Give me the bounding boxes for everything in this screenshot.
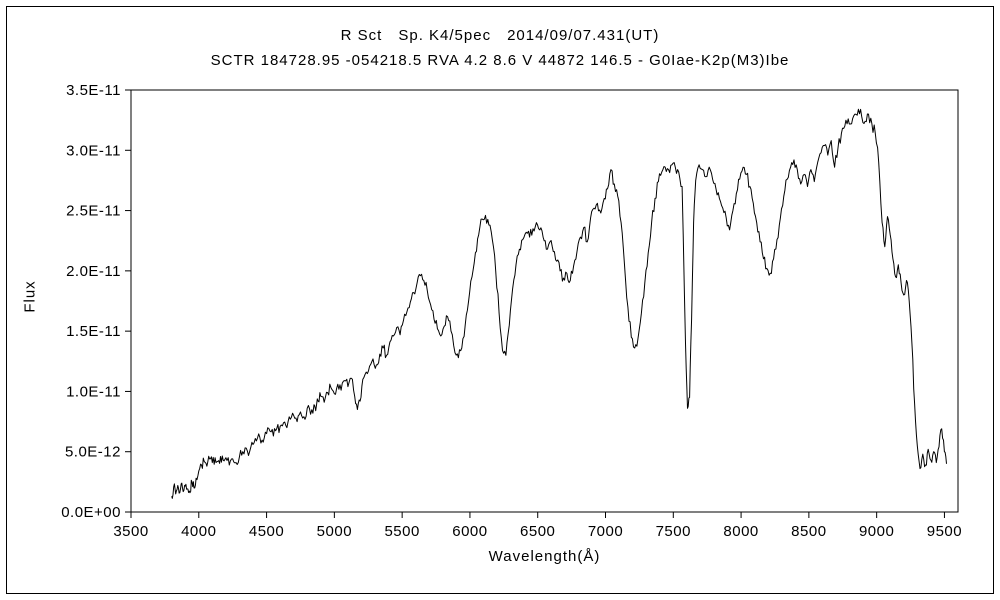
x-tick-label: 5000 (317, 523, 352, 540)
x-tick-label: 8500 (791, 523, 826, 540)
plot-box (130, 89, 959, 513)
y-tick-label: 0.0E+00 (61, 504, 121, 521)
x-tick-label: 5500 (384, 523, 419, 540)
y-tick-label: 3.0E-11 (66, 142, 121, 159)
x-tick-label: 3500 (113, 523, 148, 540)
chart-title: R Sct Sp. K4/5pec 2014/09/07.431(UT) (340, 27, 660, 44)
x-tick-label: 6000 (452, 523, 487, 540)
y-tick-label: 2.0E-11 (66, 263, 121, 280)
spectrum-line (171, 108, 947, 499)
x-axis-label: Wavelength(Å) (488, 548, 601, 565)
chart-border (6, 6, 994, 594)
y-tick-label: 1.0E-11 (66, 383, 121, 400)
x-tick-label: 7500 (656, 523, 691, 540)
x-tick-label: 7000 (588, 523, 623, 540)
x-tick-label: 8000 (723, 523, 758, 540)
x-tick-label: 4500 (249, 523, 284, 540)
y-tick-label: 3.5E-11 (66, 82, 121, 99)
y-tick-label: 2.5E-11 (66, 203, 121, 220)
x-tick-label: 9500 (927, 523, 962, 540)
x-tick-label: 6500 (520, 523, 555, 540)
y-tick-label: 5.0E-12 (65, 444, 121, 461)
x-tick-label: 9000 (859, 523, 894, 540)
x-tick-label: 4000 (181, 523, 216, 540)
chart-subtitle: SCTR 184728.95 -054218.5 RVA 4.2 8.6 V 4… (210, 52, 790, 69)
y-tick-label: 1.5E-11 (66, 323, 121, 340)
